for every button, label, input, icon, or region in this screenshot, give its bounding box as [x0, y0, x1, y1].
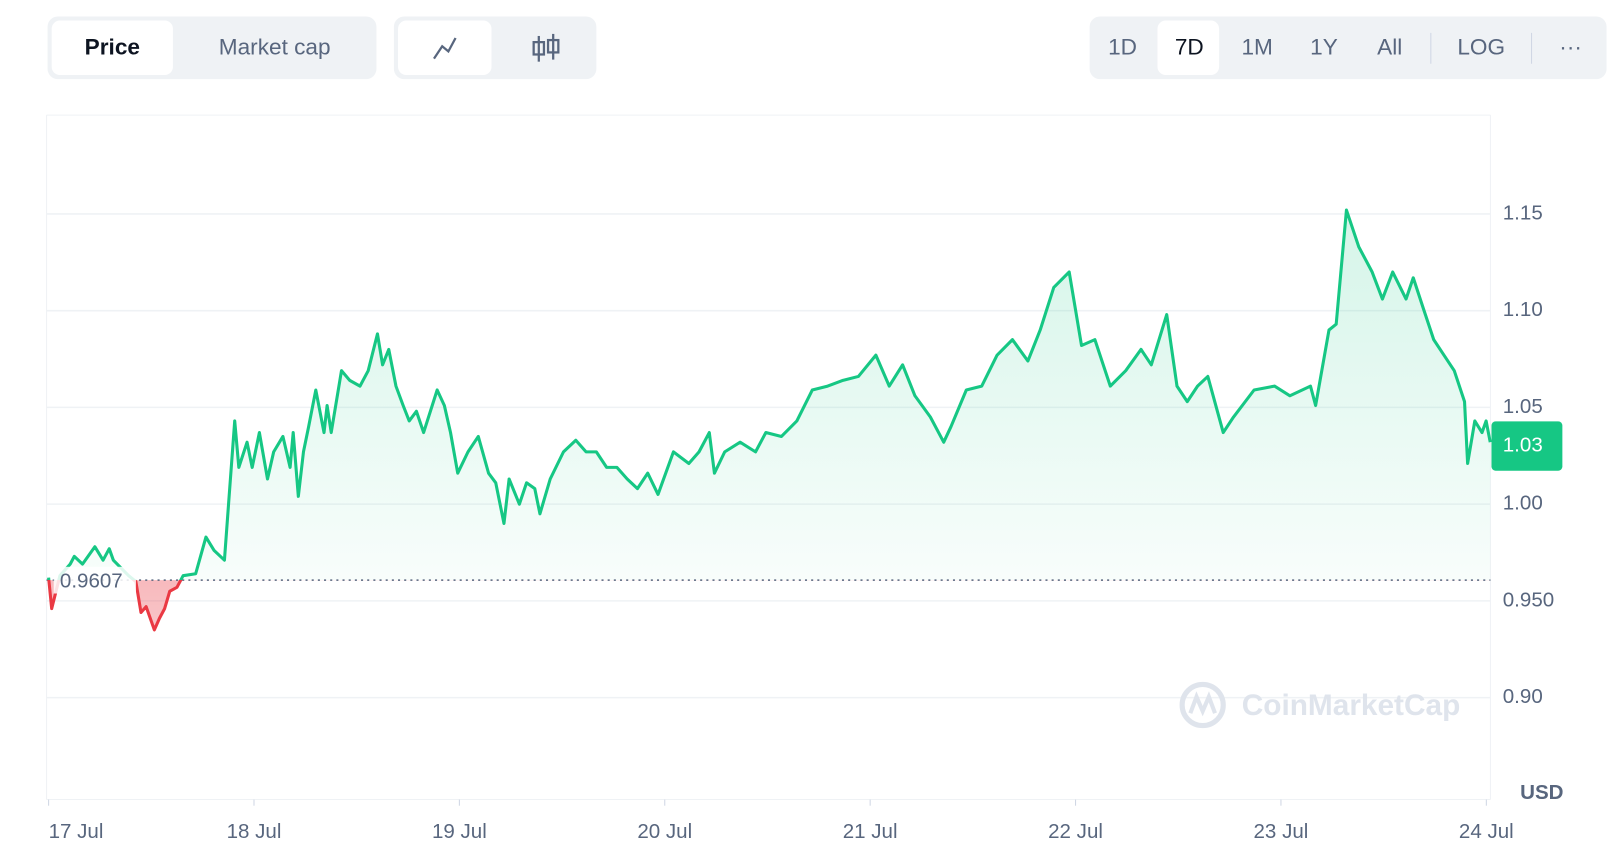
log-button[interactable]: LOG [1457, 34, 1505, 59]
y-tick-label: 1.10 [1503, 298, 1543, 321]
baseline-label-bg [53, 566, 136, 594]
watermark-text: CoinMarketCap [1242, 689, 1461, 722]
price-line [47, 208, 1492, 632]
y-tick-label: 0.950 [1503, 588, 1554, 611]
range-button[interactable]: All [1377, 34, 1402, 59]
x-tick-label: 17 Jul [49, 820, 104, 843]
active-range[interactable] [1157, 20, 1220, 76]
more-button[interactable]: ··· [1559, 34, 1582, 59]
tab-price[interactable]: Price [85, 34, 140, 59]
current-price-label: 1.03 [1503, 434, 1543, 457]
y-tick-label: 1.05 [1503, 395, 1543, 418]
tab-market-cap[interactable]: Market cap [219, 34, 331, 59]
price-area [48, 210, 1491, 630]
line-icon [433, 37, 457, 60]
y-tick-label: 1.00 [1503, 492, 1543, 515]
y-unit: USD [1520, 781, 1563, 804]
candle-icon[interactable] [532, 33, 560, 62]
range-button[interactable]: 1D [1108, 34, 1137, 59]
x-tick-label: 19 Jul [432, 820, 487, 843]
range-button[interactable]: 1Y [1310, 34, 1338, 59]
x-tick-label: 21 Jul [843, 820, 898, 843]
x-tick-label: 18 Jul [227, 820, 282, 843]
x-tick-label: 24 Jul [1459, 820, 1514, 843]
current-price-box [1491, 421, 1563, 471]
watermark: CoinMarketCap [1179, 681, 1461, 729]
x-tick-label: 23 Jul [1254, 820, 1309, 843]
x-tick-label: 20 Jul [637, 820, 692, 843]
x-tick-label: 22 Jul [1048, 820, 1103, 843]
range-button[interactable]: 7D [1175, 34, 1204, 59]
baseline-label: 0.9607 [60, 570, 123, 593]
y-tick-label: 0.90 [1503, 685, 1543, 708]
y-tick-label: 1.15 [1503, 201, 1543, 224]
active-tab[interactable] [51, 20, 173, 76]
range-button[interactable]: 1M [1241, 34, 1272, 59]
